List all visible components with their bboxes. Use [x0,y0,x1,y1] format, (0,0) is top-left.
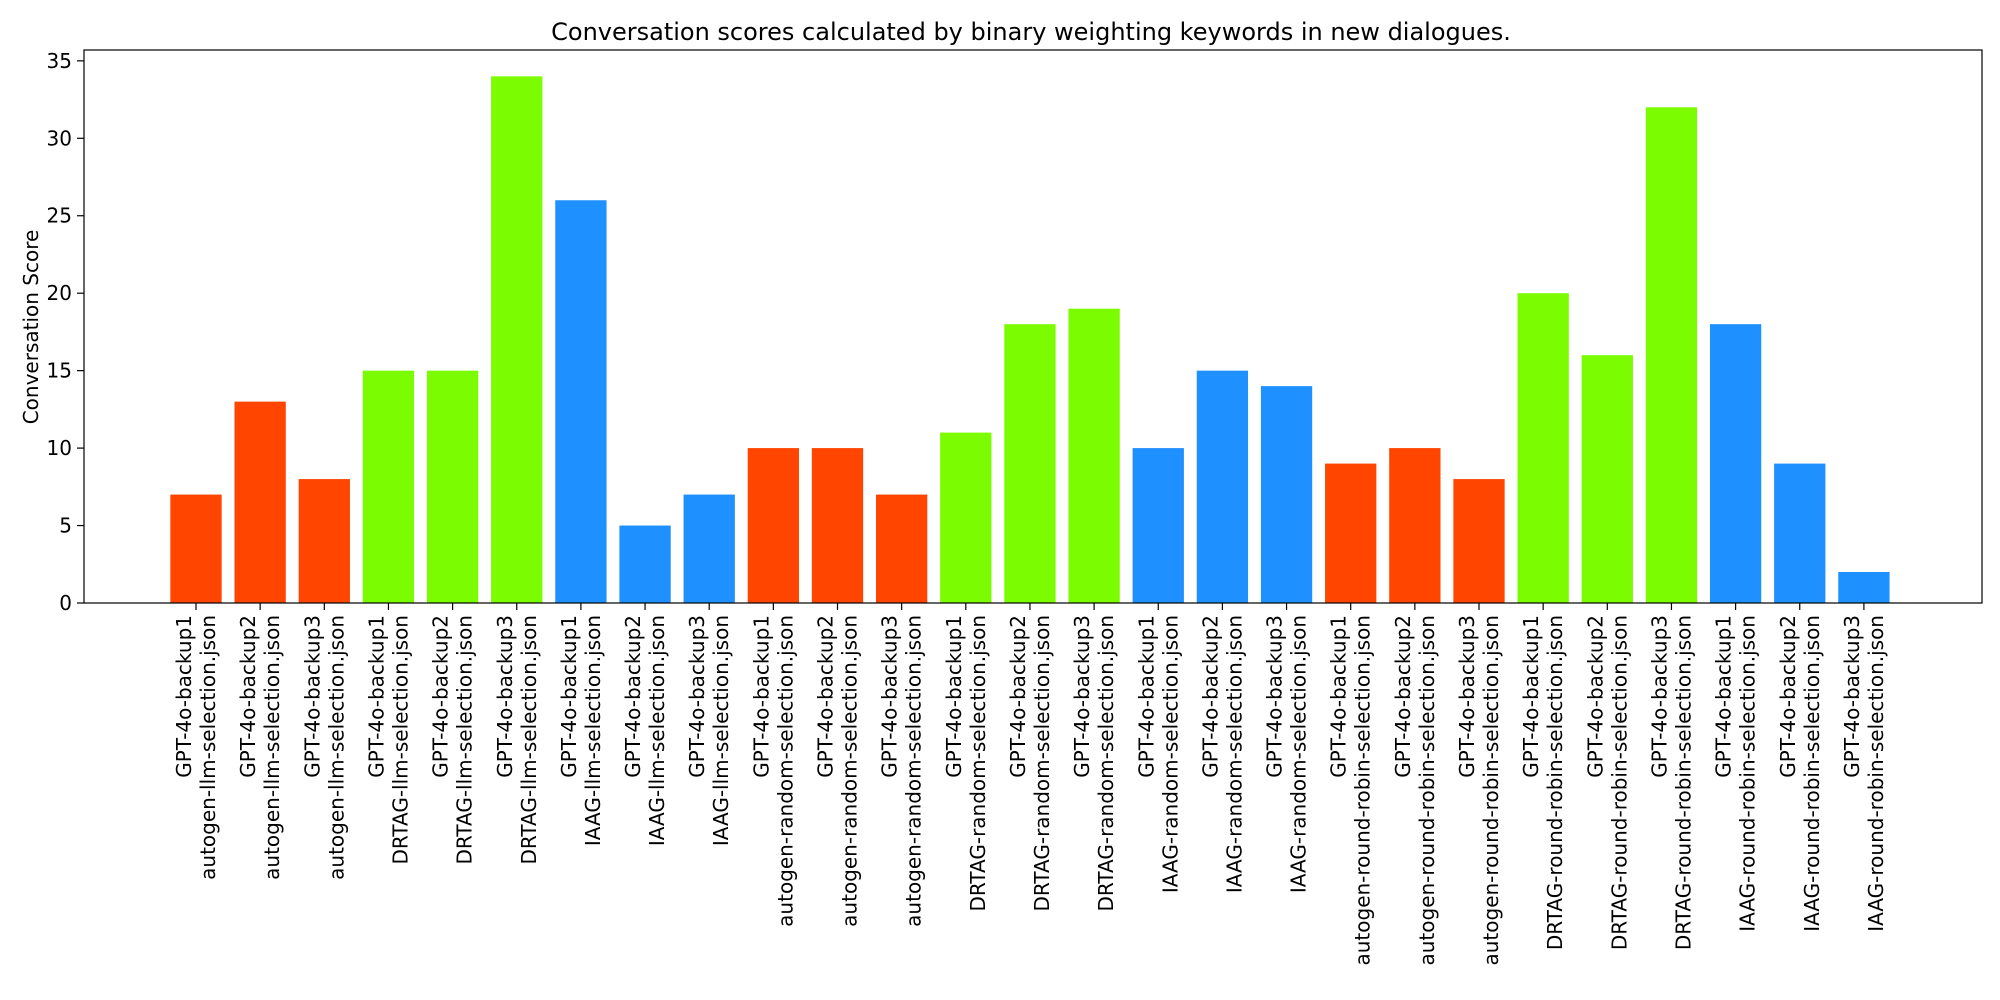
plot-frame [83,49,1983,604]
chart-title: Conversation scores calculated by binary… [551,18,1511,46]
x-tick-label: GPT-4o-backup1autogen-round-robin-select… [1327,615,1375,966]
y-tick-label: 5 [59,514,72,538]
bar [234,401,286,603]
x-tick-label: GPT-4o-backup3IAAG-round-robin-selection… [1840,615,1888,932]
bar [619,525,671,603]
bar [555,200,607,604]
bar [1196,370,1249,603]
bar [491,76,543,604]
bar [1389,448,1441,603]
bar [362,370,415,603]
y-tick-label: 30 [47,126,72,150]
bar [876,494,928,603]
x-tick-label: GPT-4o-backup1autogen-llm-selection.json [172,615,220,880]
y-axis-ticks: 0 5 10 15 20 25 30 35 [47,49,84,615]
x-tick-label: GPT-4o-backup1DRTAG-random-selection.jso… [942,615,990,911]
x-tick-label: GPT-4o-backup3DRTAG-llm-selection.json [493,615,541,865]
bar [1645,107,1698,604]
x-tick-label: GPT-4o-backup1IAAG-round-robin-selection… [1712,615,1760,932]
x-tick-label: GPT-4o-backup3autogen-llm-selection.json [300,615,348,880]
x-axis-ticks: GPT-4o-backup1autogen-llm-selection.json… [172,603,1888,966]
y-tick-label: 15 [47,359,72,383]
bar [1453,479,1505,603]
bar [1774,463,1826,603]
bar [298,479,350,603]
x-tick-label: GPT-4o-backup3IAAG-random-selection.json [1263,615,1311,893]
x-tick-label: GPT-4o-backup2IAAG-llm-selection.json [621,615,669,846]
x-tick-label: GPT-4o-backup3autogen-random-selection.j… [878,615,926,927]
x-tick-label: GPT-4o-backup1DRTAG-round-robin-selectio… [1519,615,1567,950]
bar [811,448,864,603]
x-tick-label: GPT-4o-backup1autogen-random-selection.j… [749,615,797,927]
x-tick-label: GPT-4o-backup3IAAG-llm-selection.json [685,615,733,846]
x-tick-label: GPT-4o-backup2IAAG-random-selection.json [1198,615,1246,893]
y-tick-label: 10 [47,436,72,460]
x-tick-label: GPT-4o-backup3DRTAG-round-robin-selectio… [1647,615,1695,950]
bar [1838,572,1890,603]
x-tick-label: GPT-4o-backup2DRTAG-random-selection.jso… [1006,615,1054,911]
x-tick-label: GPT-4o-backup2DRTAG-round-robin-selectio… [1583,615,1631,950]
bar [1517,293,1569,603]
x-tick-label: GPT-4o-backup2IAAG-round-robin-selection… [1776,615,1824,932]
bar [1068,308,1120,603]
y-tick-label: 20 [47,281,72,305]
bar [1709,324,1762,603]
x-tick-label: GPT-4o-backup3DRTAG-random-selection.jso… [1070,615,1118,911]
bar [683,494,735,603]
bars-group [170,76,1890,604]
y-tick-label: 35 [47,49,72,73]
x-tick-label: GPT-4o-backup2autogen-round-robin-select… [1391,615,1439,966]
x-tick-label: GPT-4o-backup1IAAG-random-selection.json [1134,615,1182,893]
x-tick-label: GPT-4o-backup3autogen-round-robin-select… [1455,615,1503,966]
y-axis-label: Conversation Score [19,230,43,425]
bar [170,494,222,603]
y-tick-label: 0 [59,591,72,615]
bar [1132,448,1184,603]
x-tick-label: GPT-4o-backup2DRTAG-llm-selection.json [429,615,477,865]
bar [1325,463,1377,603]
bar [1581,355,1633,603]
bar [1260,386,1313,603]
x-tick-label: GPT-4o-backup2autogen-llm-selection.json [236,615,284,880]
x-tick-label: GPT-4o-backup1DRTAG-llm-selection.json [364,615,412,865]
y-tick-label: 25 [47,204,72,228]
bar [426,370,479,603]
bar [1004,324,1056,603]
bar [940,432,992,603]
x-tick-label: GPT-4o-backup2autogen-random-selection.j… [814,615,862,927]
x-tick-label: GPT-4o-backup1IAAG-llm-selection.json [557,615,605,846]
bar [747,448,799,603]
